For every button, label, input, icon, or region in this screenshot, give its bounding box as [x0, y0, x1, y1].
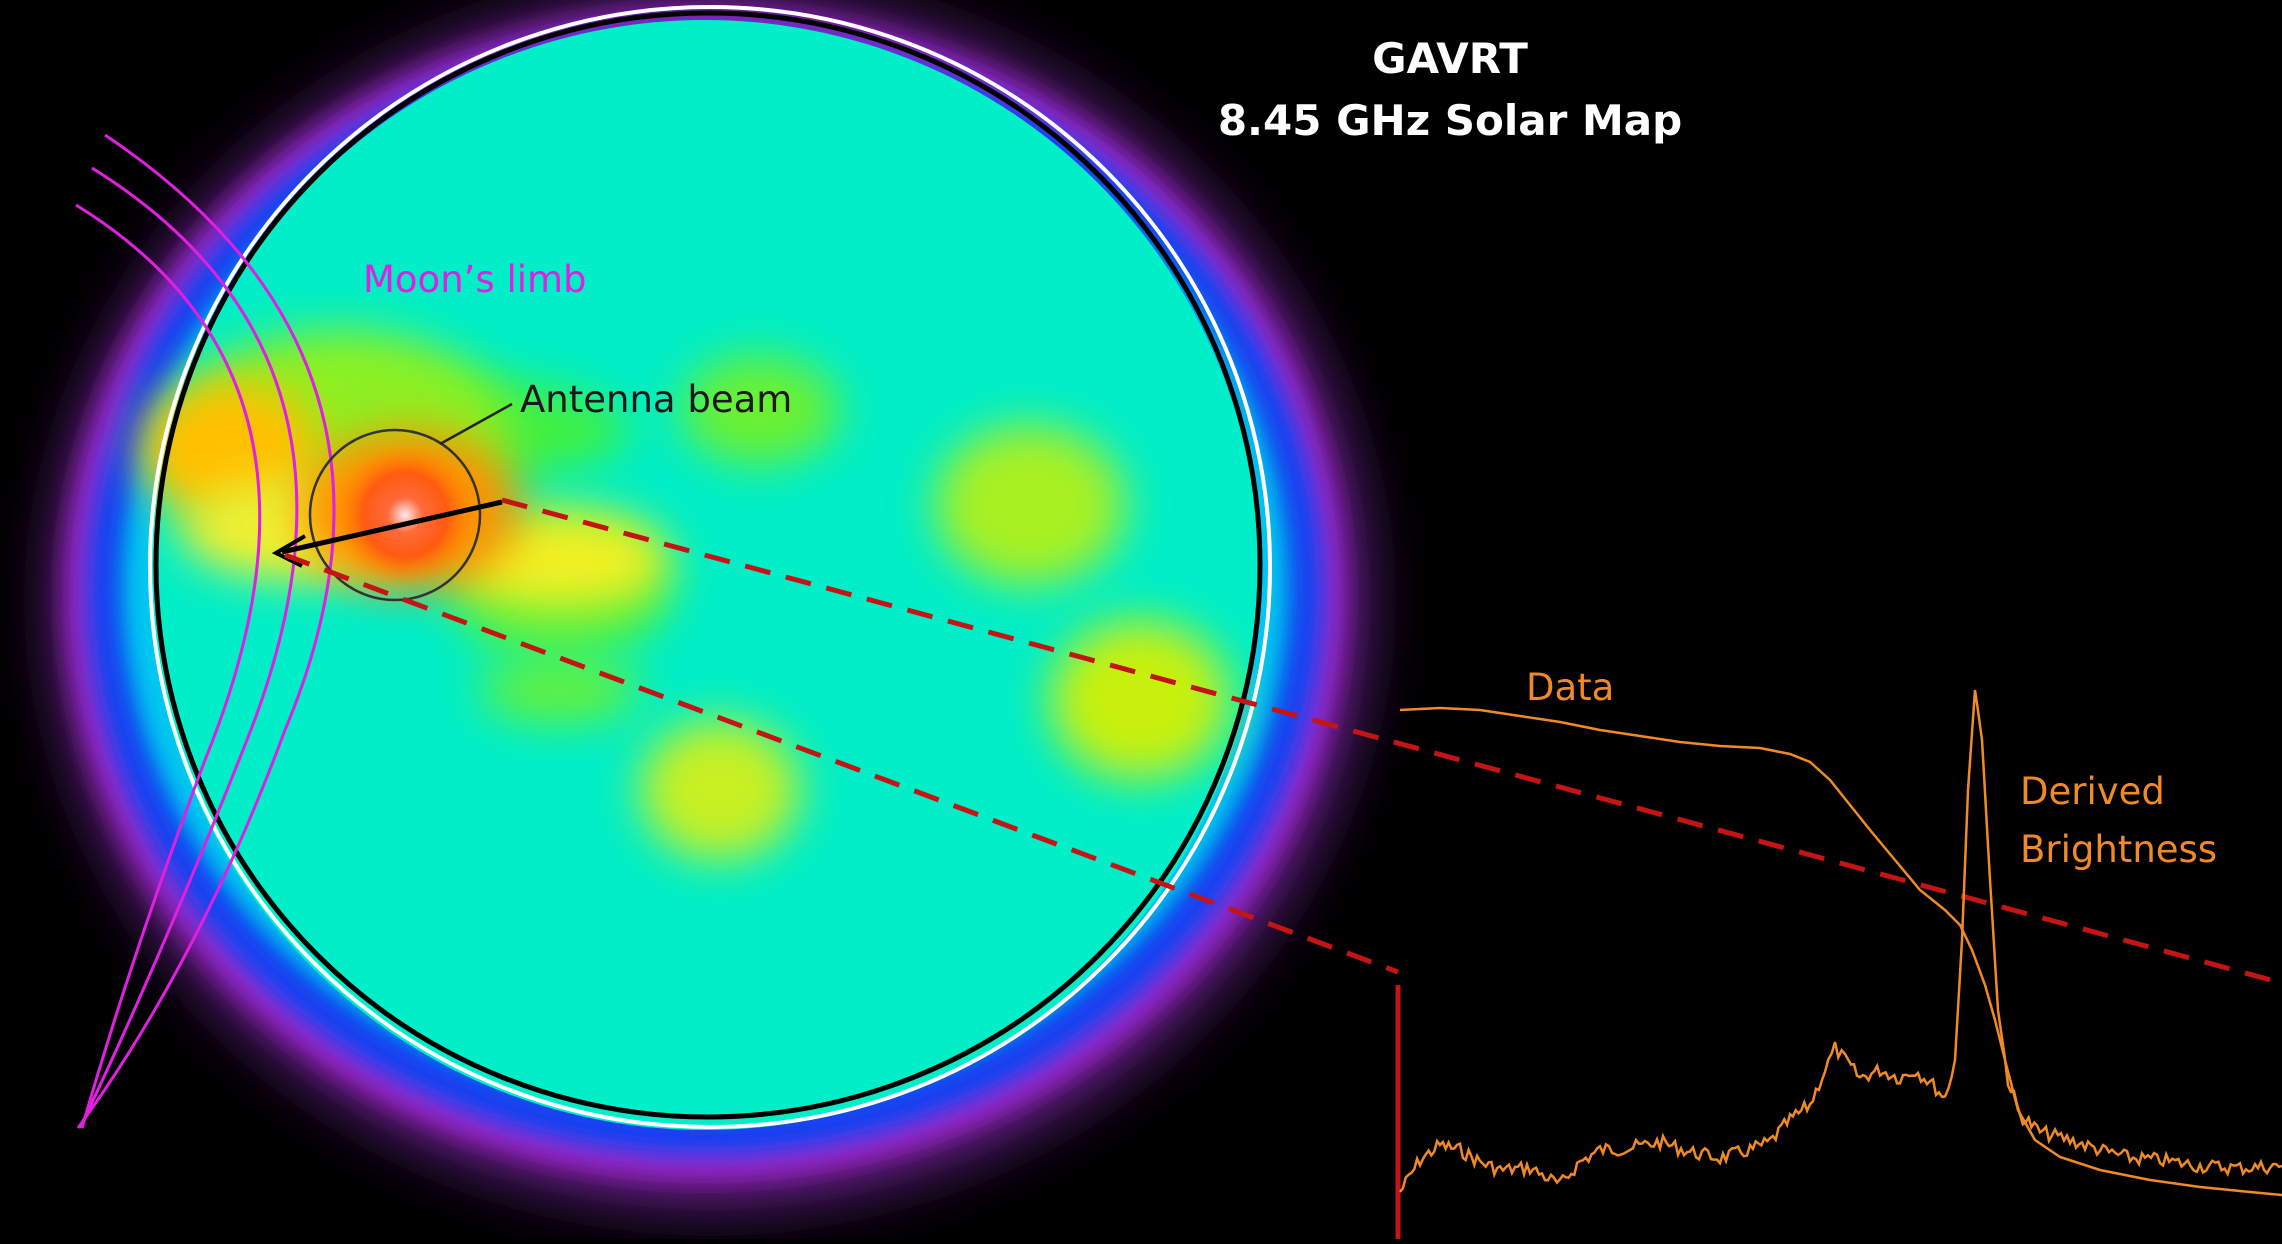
antenna-beam-leader: [439, 402, 513, 446]
figure-title-line2: 8.45 GHz Solar Map: [1217, 96, 1683, 145]
moon-limb-arcs: [75, 133, 336, 1129]
solar-limb-ring: [148, 5, 1272, 1129]
moon-limb-label: Moon’s limb: [363, 258, 587, 301]
solar-disk-outline: [153, 10, 1263, 1120]
heatmap-region-lower-yellow: [640, 720, 800, 860]
moon-limb-arc-middle: [78, 166, 299, 1129]
heatmap-region-lower-green: [480, 655, 640, 725]
projection-line-lower: [284, 552, 1399, 975]
derived-brightness-label-line1: Derived: [2020, 770, 2165, 813]
moon-limb-arc-outer: [76, 133, 336, 1129]
figure-title-line1: GAVRT: [1372, 34, 1528, 83]
figure-title: GAVRT 8.45 GHz Solar Map: [1170, 28, 1730, 152]
projection-line-upper: [501, 497, 2282, 986]
data-curve: [1399, 706, 2282, 1197]
data-label: Data: [1526, 666, 1614, 709]
heatmap-region-top-green: [680, 355, 840, 465]
heatmap-hot-spot: [335, 445, 475, 585]
solar-heatmap: [50, 0, 1370, 1210]
heatmap-region-right-yellow: [935, 425, 1125, 585]
heatmap-disk-base: [150, 20, 1260, 1130]
derived-brightness-curve: [1399, 689, 2282, 1193]
scan-direction-arrow: [271, 499, 503, 568]
moon-limb-arc-inner: [75, 203, 262, 1129]
heatmap-region-far-right-yellow: [1050, 620, 1230, 780]
antenna-beam-label: Antenna beam: [520, 378, 792, 421]
derived-brightness-label-line2: Brightness: [2020, 828, 2217, 871]
antenna-beam-circle: [308, 428, 482, 602]
projection-lines: [284, 497, 2282, 986]
